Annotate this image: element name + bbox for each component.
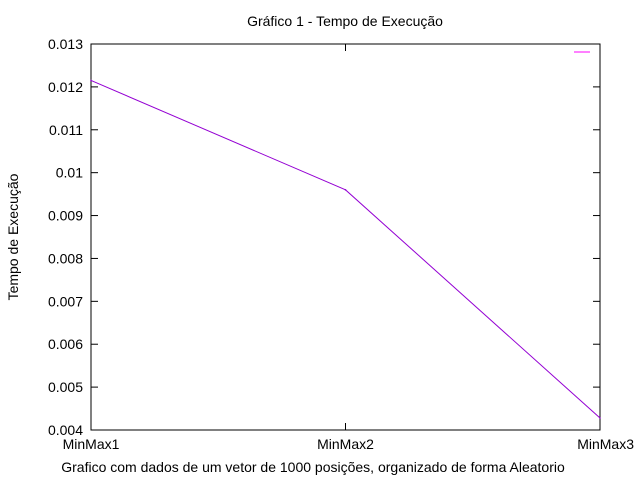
chart-title: Gráfico 1 - Tempo de Execução — [247, 13, 443, 29]
y-tick-label: 0.01 — [56, 165, 83, 181]
y-tick-label: 0.004 — [48, 422, 83, 438]
y-tick-label: 0.011 — [49, 122, 83, 138]
series-layer — [90, 79, 601, 419]
axis-ticks: 0.004 0.005 0.006 0.007 0.008 0.009 0.01 0.011 0… — [48, 36, 634, 452]
y-tick-label: 0.013 — [48, 36, 83, 52]
plot-area-frame — [90, 43, 601, 431]
y-axis-label: Tempo de Execução — [5, 173, 21, 300]
y-tick-label: 0.005 — [48, 379, 83, 395]
data-point — [90, 79, 92, 82]
y-tick-label: 0.008 — [48, 250, 83, 266]
x-axis-label: Grafico com dados de um vetor de 1000 po… — [61, 459, 565, 475]
x-tick-label: MinMax2 — [317, 436, 374, 452]
data-point — [344, 189, 347, 191]
y-tick-label: 0.006 — [48, 336, 83, 352]
x-tick-label: MinMax1 — [63, 436, 120, 452]
x-tick-label: MinMax3 — [577, 436, 634, 452]
data-point — [599, 417, 601, 419]
y-tick-label: 0.007 — [48, 293, 83, 309]
series-line — [90, 79, 601, 419]
y-tick-label: 0.009 — [48, 208, 83, 224]
y-tick-label: 0.012 — [48, 79, 83, 95]
